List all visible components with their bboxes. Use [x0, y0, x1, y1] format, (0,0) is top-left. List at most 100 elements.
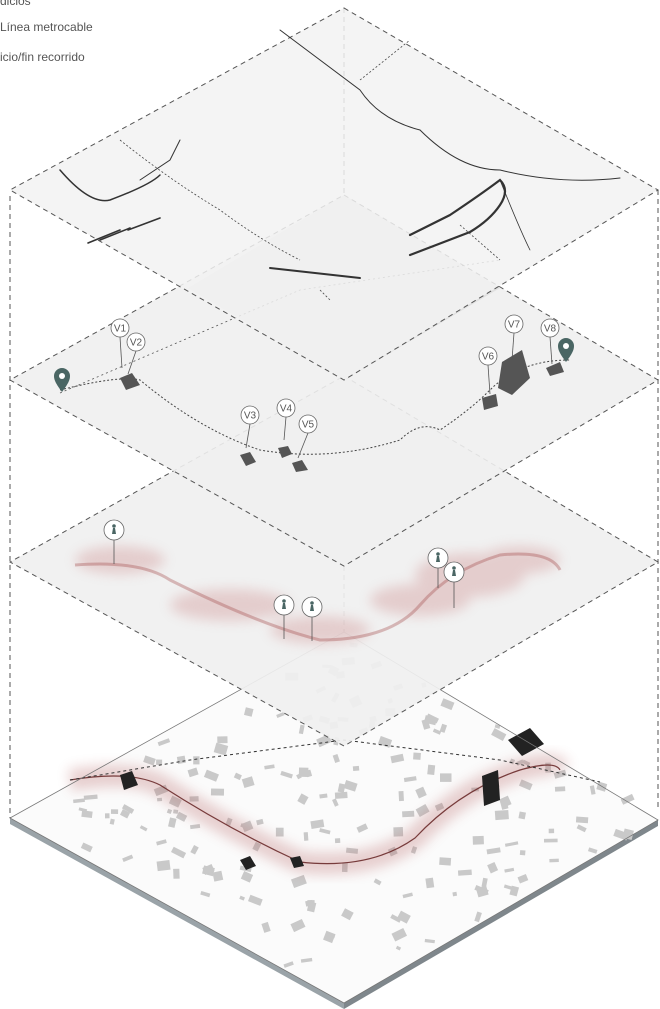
building-footprint: [280, 770, 293, 779]
building-footprint: [415, 786, 427, 799]
building-footprint: [494, 809, 509, 821]
top-map-layer: [8, 7, 659, 381]
building-footprint: [261, 921, 271, 933]
building-footprint: [300, 957, 313, 963]
building-footprint: [425, 877, 435, 889]
building-footprint: [548, 828, 555, 834]
building-footprint: [187, 767, 199, 778]
pedestrian-markers: [103, 519, 465, 641]
view-label: V7: [508, 320, 521, 331]
view-marker-v8: V8: [540, 318, 560, 365]
building-footprint: [240, 871, 254, 883]
building-footprint: [517, 873, 529, 884]
building-footprint: [356, 823, 369, 833]
building-footprint: [343, 780, 358, 792]
legend-item-metrocable: Línea metrocable: [0, 20, 93, 34]
building-footprint: [334, 838, 341, 844]
building-footprint: [332, 753, 340, 764]
legend-item-inicio-fin: icio/fin recorrido: [0, 50, 85, 64]
view-label: V3: [244, 411, 257, 422]
view-marker-v6: V6: [478, 346, 498, 395]
building-footprint: [233, 772, 242, 781]
building-footprint: [620, 793, 635, 805]
building-footprint: [190, 845, 199, 855]
building-footprint: [491, 728, 507, 742]
building-footprint: [305, 769, 313, 778]
building-footprint: [413, 752, 421, 760]
building-footprint: [80, 842, 93, 853]
building-footprint: [390, 753, 405, 764]
building-footprint: [518, 811, 526, 820]
building-footprint: [283, 961, 294, 968]
building-footprint: [193, 756, 200, 765]
pedestrian-icon: [427, 547, 449, 588]
view-label: V8: [544, 324, 557, 335]
building-footprint: [296, 773, 302, 780]
building-footprint: [332, 798, 339, 807]
building-footprint: [390, 914, 402, 923]
building-footprint: [217, 736, 228, 744]
building-footprint: [166, 808, 173, 815]
building-footprint: [275, 827, 284, 837]
view-marker-v2: V2: [126, 332, 146, 375]
building-footprint: [396, 910, 411, 924]
building-footprint: [440, 773, 452, 782]
building-footprint: [425, 713, 439, 724]
view-label: V5: [302, 420, 315, 431]
building-footprint: [576, 824, 587, 833]
building-footprint: [553, 769, 567, 779]
building-footprint: [554, 786, 566, 792]
building-footprint: [518, 779, 533, 791]
building-footprint: [334, 791, 348, 799]
building-footprint: [393, 827, 404, 837]
view-marker-v4: V4: [276, 398, 296, 441]
building-footprint: [213, 742, 229, 756]
building-footprint: [474, 911, 482, 923]
view-label: V1: [114, 324, 127, 335]
building-footprint: [310, 819, 325, 829]
building-footprint: [439, 723, 448, 733]
pedestrian-icon: [273, 594, 295, 639]
legend-item-edificios: dicios: [0, 0, 31, 8]
view-label: V4: [280, 404, 293, 415]
building-footprint: [481, 877, 488, 888]
building-footprint: [319, 793, 328, 799]
building-footprint: [200, 890, 211, 898]
building-footprint: [472, 835, 484, 845]
pedestrian-icon: [103, 519, 125, 564]
building-footprint: [241, 776, 255, 789]
building-footprint: [298, 767, 309, 778]
building-footprint: [395, 945, 402, 951]
building-footprint: [504, 841, 519, 847]
building-footprint: [457, 869, 472, 876]
building-footprint: [203, 769, 219, 782]
building-footprint: [243, 707, 254, 717]
start-pin-icon: [54, 368, 70, 392]
building-footprint: [337, 783, 346, 793]
building-footprint: [303, 832, 309, 841]
building-footprint: [575, 816, 589, 824]
building-footprint: [104, 813, 110, 819]
legend: dicios Línea metrocable icio/fin recorri…: [0, 0, 200, 80]
building-footprint: [212, 870, 224, 882]
building-footprint: [175, 811, 188, 822]
view-label: V2: [130, 338, 143, 349]
building-footprint: [81, 810, 93, 819]
building-footprint: [305, 899, 314, 907]
building-footprint: [170, 846, 187, 859]
building-footprint: [504, 867, 515, 873]
building-footprint: [239, 895, 245, 901]
building-footprint: [424, 938, 435, 944]
building-footprint: [156, 839, 167, 846]
building-footprint: [121, 804, 135, 814]
building-footprint: [143, 755, 156, 766]
building-footprint: [173, 809, 179, 814]
building-footprint: [119, 809, 131, 819]
building-footprint: [248, 894, 263, 906]
building-footprint: [487, 862, 499, 874]
building-footprint: [415, 804, 430, 817]
building-footprint: [427, 764, 436, 775]
building-footprint: [297, 793, 309, 805]
building-footprint: [509, 885, 520, 897]
building-footprint: [264, 764, 275, 770]
